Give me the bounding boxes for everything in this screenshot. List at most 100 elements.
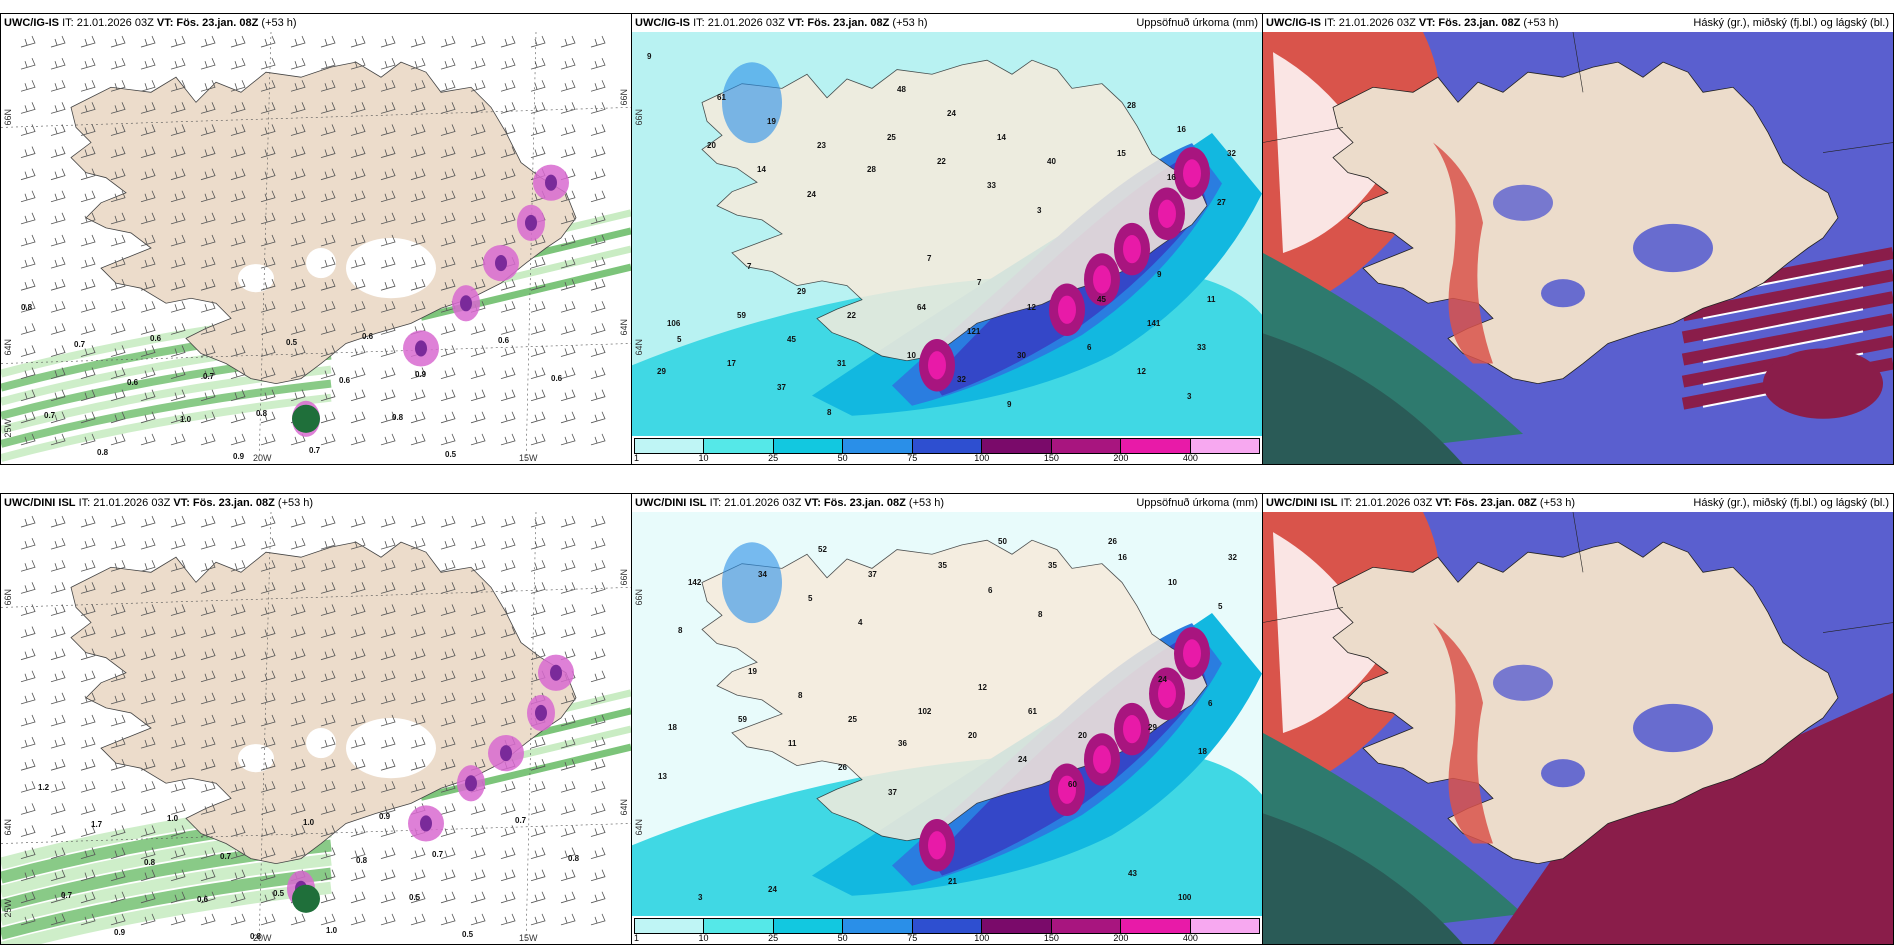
- lat-tick-label: 66N: [3, 589, 13, 606]
- field-title: Uppsöfnuð úrkoma (mm): [1136, 17, 1258, 29]
- field-value: 9: [1157, 270, 1162, 280]
- field-value: 0.6: [551, 373, 563, 383]
- colorbar-swatch: [982, 439, 1052, 453]
- cloud-map-svg: [1263, 512, 1893, 944]
- colorbar-label: 150: [1043, 933, 1059, 943]
- iceland-land: [1332, 61, 1839, 385]
- panel-header: UWC/DINI ISL IT: 21.01.2026 03Z VT: Fös.…: [1263, 494, 1893, 512]
- field-value: 0.6: [197, 894, 209, 904]
- field-value: 21: [948, 876, 957, 886]
- lon-tick-label: 20W: [253, 933, 272, 943]
- panel-header: UWC/DINI ISL IT: 21.01.2026 03Z VT: Fös.…: [632, 494, 1262, 512]
- field-value: 0.7: [74, 340, 86, 350]
- field-value: 8: [827, 407, 832, 417]
- colorbar-swatches: [634, 918, 1260, 934]
- iceland-land: [1332, 541, 1839, 865]
- field-value: 20: [968, 731, 977, 741]
- snow-cores: [287, 654, 574, 913]
- field-title: Uppsöfnuð úrkoma (mm): [1136, 497, 1258, 509]
- field-value: 0.7: [61, 890, 73, 900]
- colorbar-swatch: [1190, 919, 1259, 933]
- colorbar-swatch: [912, 919, 983, 933]
- field-value: 29: [657, 367, 666, 377]
- field-value: 0.7: [515, 816, 527, 826]
- init-time: IT: 21.01.2026 03Z: [1340, 497, 1433, 509]
- model-name: UWC/IG-IS: [4, 17, 59, 29]
- field-value: 37: [888, 787, 897, 797]
- field-value: 37: [777, 383, 786, 393]
- field-value: 33: [987, 181, 996, 191]
- colorbar-swatch: [773, 919, 844, 933]
- field-value: 28: [1127, 100, 1136, 110]
- colorbar-label: 400: [1182, 453, 1198, 463]
- lead-time: (+53 h): [892, 17, 928, 29]
- colorbar-label: 100: [974, 933, 990, 943]
- field-value: 32: [1228, 553, 1237, 563]
- field-value: 64: [917, 302, 926, 312]
- colorbar-label: 400: [1182, 933, 1198, 943]
- colorbar-swatch: [982, 919, 1052, 933]
- field-value: 0.5: [409, 892, 421, 902]
- field-value: 45: [787, 335, 796, 344]
- field-value: 23: [817, 141, 826, 151]
- field-value: 6: [988, 585, 993, 595]
- field-value: 15: [1116, 149, 1126, 159]
- field-value: 0.5: [462, 929, 474, 939]
- precip-map-svg: [632, 512, 1262, 916]
- map-area: 1.2 1.7 0.8 0.6 0.8 1.0 0.8 0.5 0.5 0.7 0.8 0.7 0.9 1…: [1, 512, 631, 944]
- init-time: IT: 21.01.2026 03Z: [78, 497, 171, 509]
- field-value: 32: [1227, 149, 1236, 159]
- field-value: 5: [808, 593, 813, 603]
- lon-tick-label: 25W: [3, 899, 13, 918]
- field-value: 14: [997, 133, 1006, 142]
- colorbar: 1 10 25 50 75 100 150 200 400: [632, 436, 1262, 464]
- colorbar-label: 1: [634, 933, 640, 943]
- lat-tick-label: 66N: [619, 89, 629, 106]
- field-value: 9: [1007, 399, 1012, 409]
- field-value: 8: [678, 626, 683, 636]
- map-area: 9 8 9 3 37 32 12 17 10 6 5 3 27 24 33 16 14 22 15 20 25 29 31 3…: [632, 32, 1262, 436]
- lon-tick-label: 15W: [519, 933, 538, 943]
- colorbar-label: 75: [907, 453, 918, 463]
- field-value: 1.0: [303, 818, 315, 828]
- field-value: 9: [647, 52, 652, 62]
- field-value: 121: [967, 326, 981, 336]
- field-value: 1.7: [91, 820, 103, 830]
- lat-tick-label: 64N: [3, 819, 13, 836]
- field-value: 0.6: [150, 334, 162, 344]
- field-value: 142: [687, 577, 702, 587]
- colorbar-swatch: [1121, 919, 1191, 933]
- field-value: 12: [1027, 302, 1036, 312]
- panel-precip-dini: UWC/DINI ISL IT: 21.01.2026 03Z VT: Fös.…: [631, 493, 1263, 945]
- field-value: 16: [1166, 173, 1176, 183]
- field-title: Háský (gr.), miðský (fj.bl.) og lágský (…: [1693, 17, 1889, 29]
- iceland-land: [701, 539, 1208, 842]
- valid-time: VT: Fös. 23.jan. 08Z: [804, 497, 906, 509]
- iceland-land: [701, 59, 1208, 362]
- field-value: 24: [807, 189, 816, 199]
- field-value: 59: [738, 715, 747, 724]
- field-value: 106: [666, 318, 681, 328]
- field-value: 0.8: [568, 853, 580, 863]
- field-value: 11: [787, 739, 797, 749]
- field-value: 1.0: [180, 414, 192, 424]
- field-value: 32: [957, 375, 966, 385]
- panel-header: UWC/IG-IS IT: 21.01.2026 03Z VT: Fös. 23…: [1263, 14, 1893, 32]
- panel-header: UWC/IG-IS IT: 21.01.2026 03Z VT: Fös. 23…: [1, 14, 631, 32]
- field-value: 4: [858, 618, 863, 628]
- colorbar-label: 25: [768, 453, 779, 463]
- colorbar-swatch: [1051, 919, 1122, 933]
- panel-precip-igis: UWC/IG-IS IT: 21.01.2026 03Z VT: Fös. 23…: [631, 13, 1263, 465]
- colorbar-swatches: [634, 438, 1260, 454]
- field-value: 0.8: [250, 931, 262, 941]
- field-value: 0.7: [309, 445, 321, 455]
- colorbar-label: 25: [768, 933, 779, 943]
- precip-cores: [919, 147, 1210, 392]
- lead-time: (+53 h): [908, 497, 945, 509]
- model-name: UWC/IG-IS: [635, 17, 690, 29]
- colorbar-swatch: [843, 439, 913, 453]
- field-value: 11: [1207, 294, 1216, 304]
- valid-time: VT: Fös. 23.jan. 08Z: [1435, 497, 1537, 509]
- field-value: 141: [1147, 318, 1161, 328]
- lead-time: (+53 h): [277, 497, 314, 509]
